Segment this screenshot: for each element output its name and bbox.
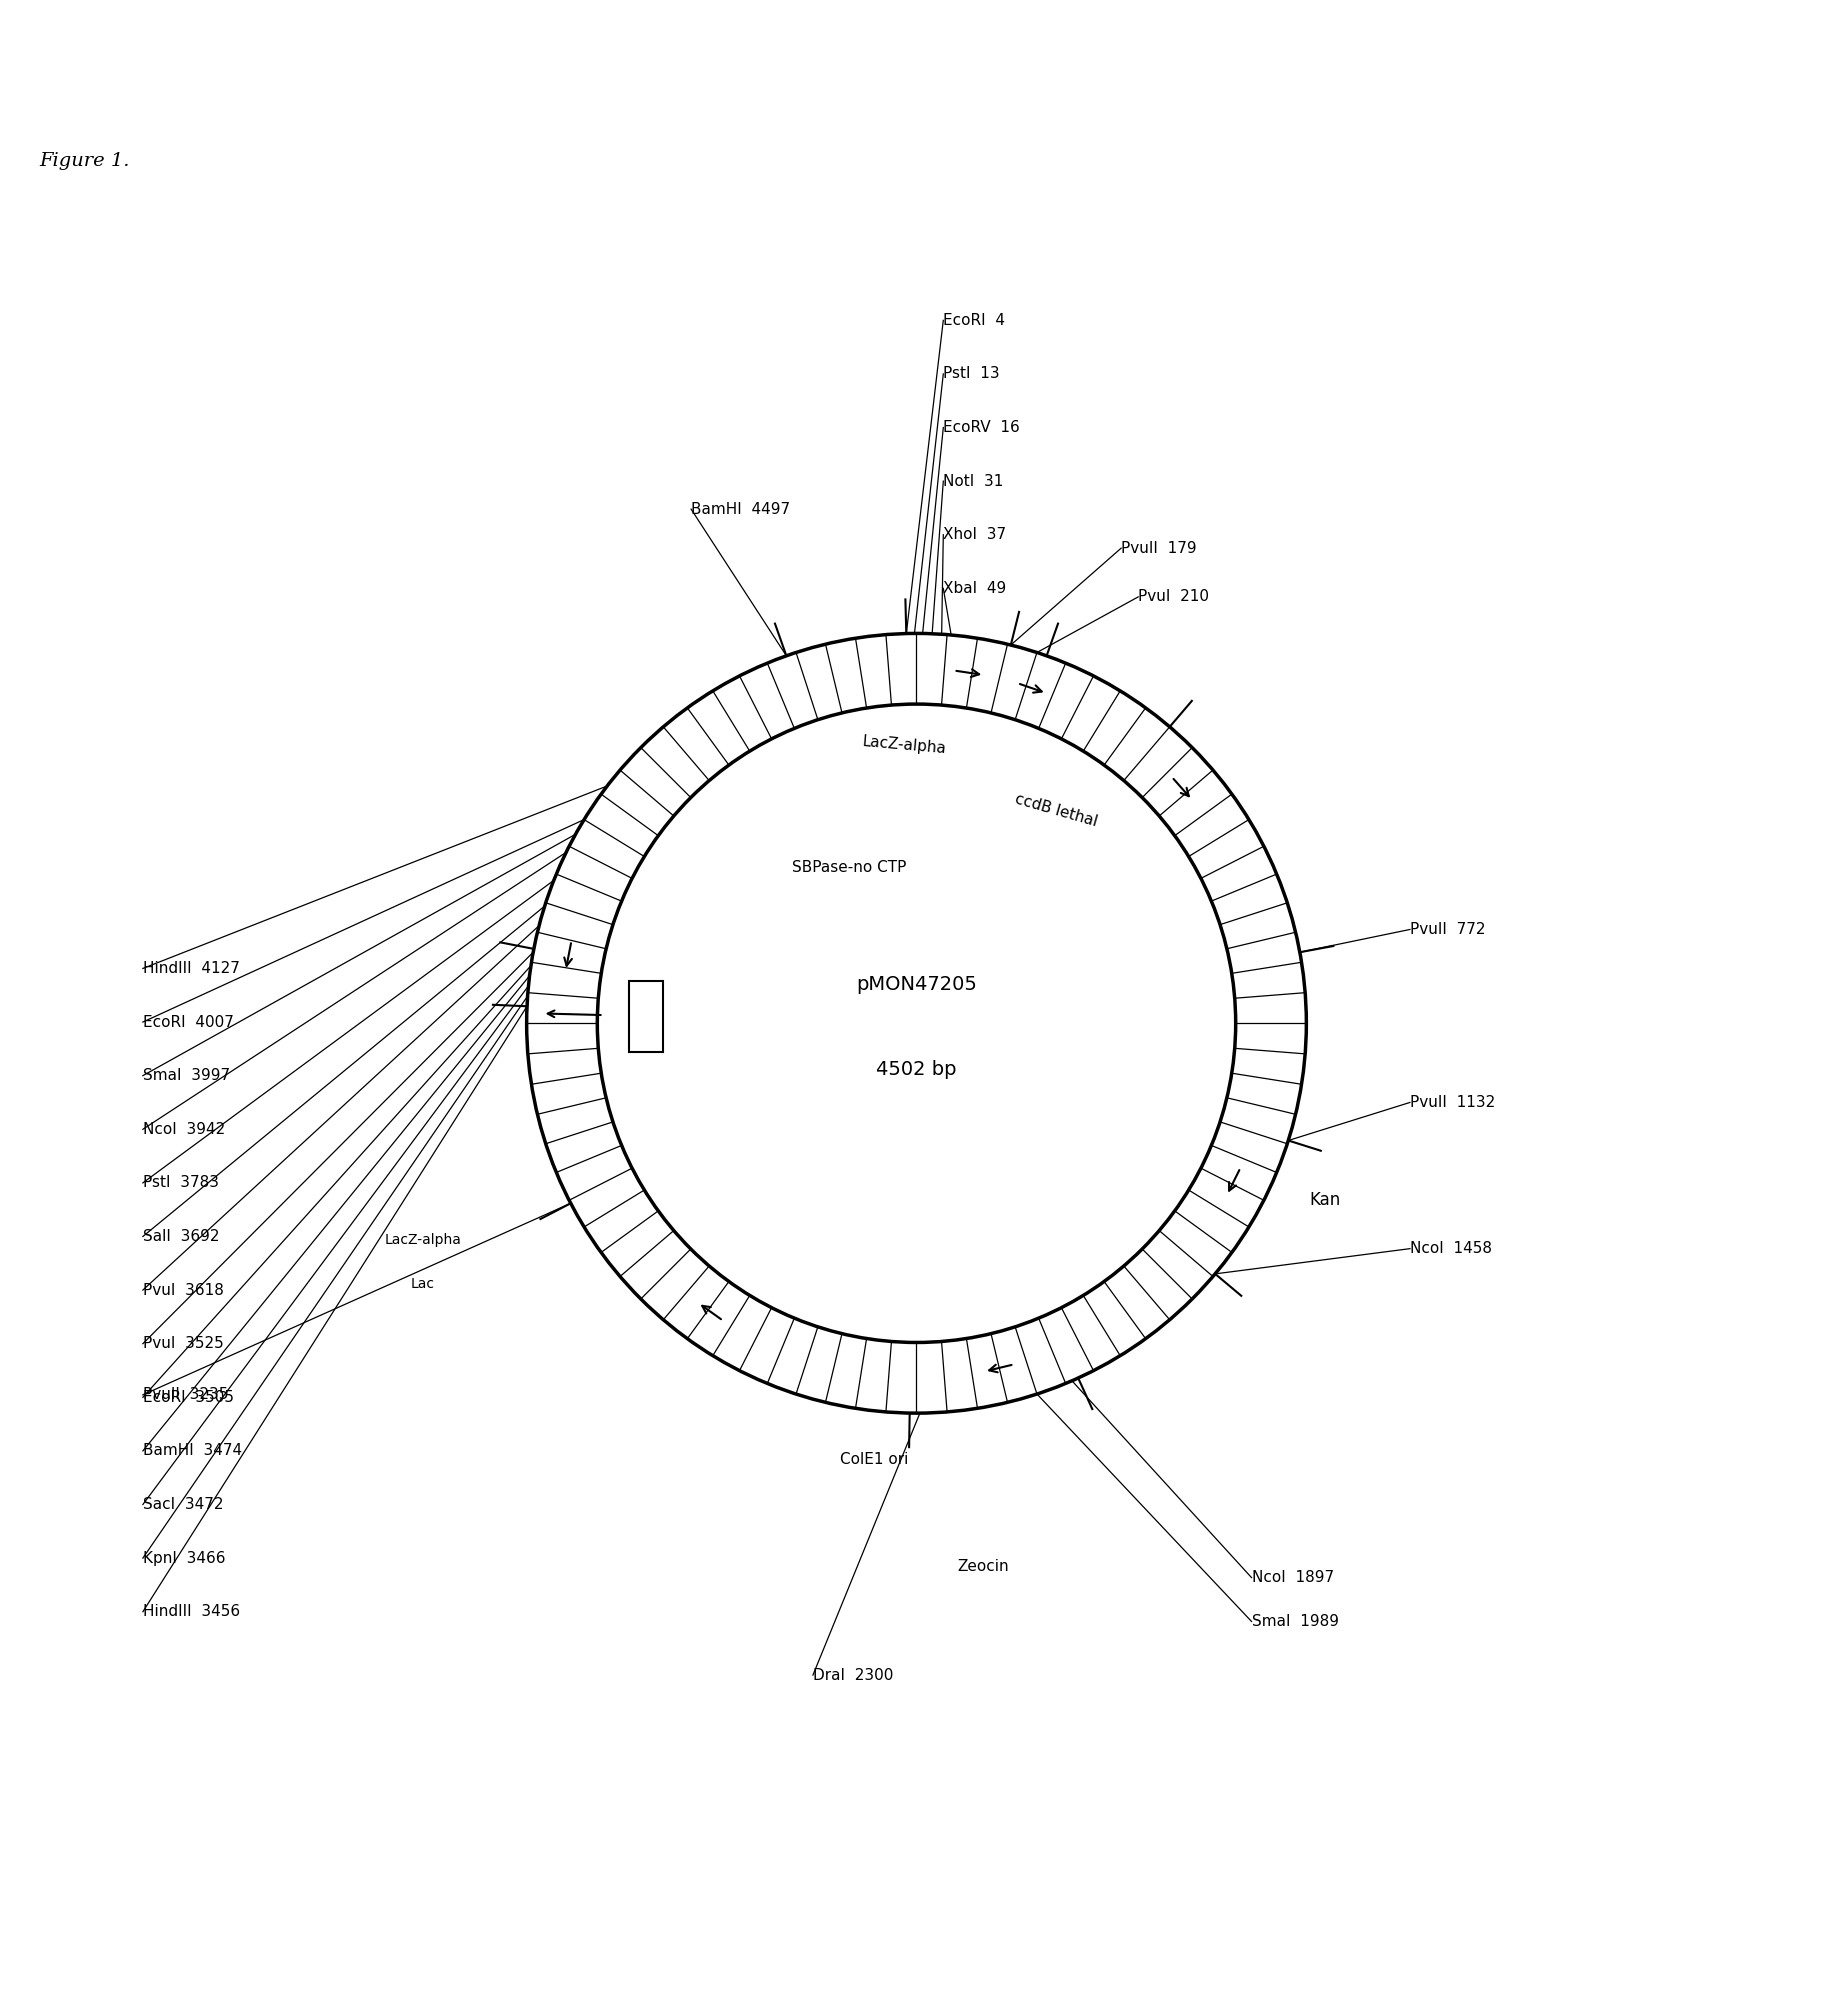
Text: NotI  31: NotI 31 (943, 474, 1004, 488)
Text: PvuII  1132: PvuII 1132 (1409, 1095, 1495, 1110)
Text: Zeocin: Zeocin (956, 1560, 1009, 1574)
Text: BamHI  4497: BamHI 4497 (691, 502, 790, 517)
Text: NcoI  3942: NcoI 3942 (143, 1122, 225, 1138)
Text: Lac: Lac (410, 1276, 434, 1290)
Text: Figure 1.: Figure 1. (38, 153, 130, 171)
Text: PvuII  3235: PvuII 3235 (143, 1387, 229, 1403)
Text: NcoI  1458: NcoI 1458 (1409, 1240, 1491, 1256)
Text: XbaI  49: XbaI 49 (943, 581, 1006, 595)
Text: PstI  3783: PstI 3783 (143, 1176, 218, 1190)
Text: SalI  3692: SalI 3692 (143, 1228, 220, 1244)
Text: SmaI  1989: SmaI 1989 (1251, 1614, 1337, 1628)
Text: SmaI  3997: SmaI 3997 (143, 1067, 229, 1083)
Text: EcoRV  16: EcoRV 16 (943, 420, 1019, 434)
Text: EcoRI  4007: EcoRI 4007 (143, 1015, 234, 1029)
Text: SacI  3472: SacI 3472 (143, 1497, 224, 1512)
Text: DraI  2300: DraI 2300 (813, 1668, 892, 1682)
Text: HindIII  3456: HindIII 3456 (143, 1604, 240, 1620)
Bar (628, 981, 663, 1051)
Text: LacZ-alpha: LacZ-alpha (385, 1232, 462, 1246)
Text: PvuII  179: PvuII 179 (1121, 541, 1196, 555)
Text: Kan: Kan (1308, 1192, 1339, 1208)
Text: HindIII  4127: HindIII 4127 (143, 961, 240, 977)
Text: 4502 bp: 4502 bp (876, 1059, 956, 1079)
Text: XhoI  37: XhoI 37 (943, 527, 1006, 543)
Text: EcoRI  3505: EcoRI 3505 (143, 1389, 234, 1405)
Text: NcoI  1897: NcoI 1897 (1251, 1570, 1334, 1586)
Text: ColE1 ori: ColE1 ori (839, 1451, 907, 1467)
Text: PvuI  3525: PvuI 3525 (143, 1337, 224, 1351)
Text: LacZ-alpha: LacZ-alpha (861, 734, 947, 756)
Text: PvuI  210: PvuI 210 (1138, 589, 1209, 605)
Text: PvuII  772: PvuII 772 (1409, 923, 1484, 937)
Text: SBPase-no CTP: SBPase-no CTP (791, 860, 907, 874)
Text: EcoRI  4: EcoRI 4 (943, 314, 1004, 328)
Text: PstI  13: PstI 13 (943, 366, 1000, 382)
Text: PvuI  3618: PvuI 3618 (143, 1282, 224, 1298)
Text: KpnI  3466: KpnI 3466 (143, 1550, 225, 1566)
Text: pMON47205: pMON47205 (856, 975, 976, 993)
Text: ccdB lethal: ccdB lethal (1013, 792, 1099, 828)
Text: BamHI  3474: BamHI 3474 (143, 1443, 242, 1459)
